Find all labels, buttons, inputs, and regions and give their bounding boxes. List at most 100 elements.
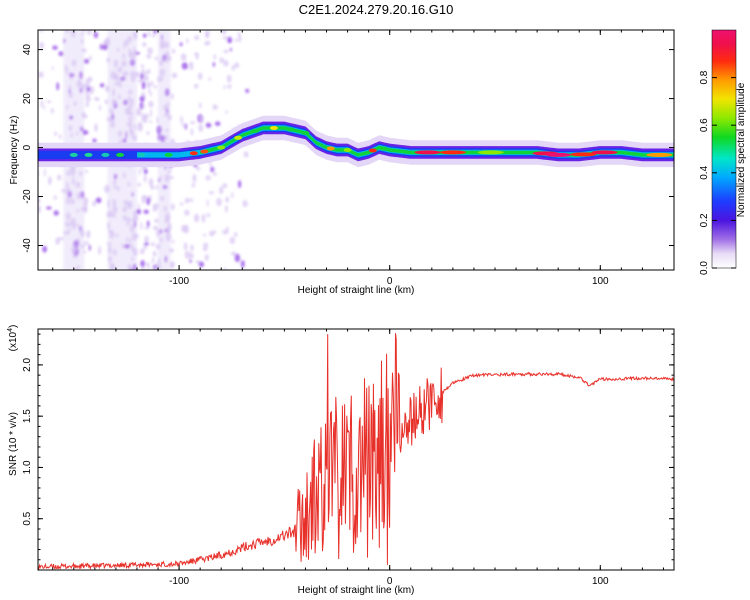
snr-ytick-label: 0.5 [22, 511, 33, 525]
noise-speck [194, 35, 200, 41]
noise-speck [150, 80, 154, 86]
noise-speck [146, 81, 152, 89]
snr-frame [37, 328, 675, 571]
colorbar-tick-label: 0.0 [699, 261, 710, 275]
noise-speck [154, 56, 159, 61]
snr-series-line [38, 333, 674, 570]
noise-speck [143, 242, 150, 246]
noise-speck [51, 66, 54, 71]
noise-speck [193, 213, 200, 223]
snr-plot-area [38, 333, 674, 570]
noise-speck [203, 242, 209, 249]
snr-panel: -100 0 100 0.5 1.0 1.5 2.0 SNR (10 * v/v) (x10… [7, 325, 675, 596]
ridge-peak [591, 150, 618, 155]
noise-speck [148, 88, 151, 93]
noise-speck [145, 70, 150, 75]
ridge-peak [439, 150, 466, 155]
noise-speck [205, 123, 212, 128]
noise-speck [223, 60, 229, 67]
spectrogram-panel: -100 0 100 -40 -20 0 20 40 Frequency (Hz) Heigh… [9, 29, 675, 296]
noise-speck [47, 100, 51, 104]
noise-speck [86, 86, 91, 92]
ridge-peak [343, 148, 352, 152]
noise-speck [208, 76, 211, 82]
noise-speck [38, 205, 42, 214]
ridge-peak [379, 146, 388, 151]
spectrogram-xtick-label: 100 [592, 276, 609, 287]
noise-speck [85, 78, 90, 87]
noise-speck [86, 230, 91, 239]
noise-speck [213, 172, 217, 176]
noise-speck [38, 197, 41, 204]
noise-speck [228, 39, 232, 43]
noise-speck [191, 183, 196, 188]
noise-speck [170, 261, 176, 268]
noise-speck [209, 230, 215, 237]
ridge-peak [84, 152, 93, 157]
ridge-peak [164, 152, 173, 157]
noise-speck [229, 236, 236, 245]
noise-speck [143, 168, 148, 175]
noise-speck [141, 81, 146, 90]
noise-speck [86, 30, 92, 36]
ridge-peak [646, 152, 673, 157]
noise-speck [46, 206, 52, 210]
spectrogram-ytick-label: 20 [22, 93, 33, 105]
noise-speck [137, 204, 141, 208]
spectrogram-axes: -100 0 100 -40 -20 0 20 40 [22, 30, 674, 287]
noise-speck [152, 250, 157, 257]
noise-speck [180, 115, 183, 124]
noise-speck [141, 42, 147, 47]
noise-speck [43, 106, 46, 110]
noise-speck [39, 41, 45, 49]
snr-ylabel: SNR (10 * v/v) [8, 412, 19, 476]
ridge-peak [69, 152, 78, 157]
colorbar-tick-label: 0.8 [699, 70, 710, 84]
noise-speck [40, 100, 44, 108]
noise-speck [188, 62, 194, 66]
noise-speck [237, 180, 242, 189]
figure-title: C2E1.2024.279.20.16.G10 [299, 2, 454, 17]
noise-speck [195, 166, 201, 171]
noise-speck [206, 213, 211, 218]
noise-speck [219, 186, 224, 195]
ridge-peak [286, 127, 295, 132]
spectrogram-ytick-label: -40 [22, 238, 33, 253]
noise-speck [179, 42, 183, 47]
noise-speck [99, 83, 105, 88]
noise-speck [179, 202, 184, 206]
spectrogram-xlabel: Height of straight line (km) [298, 285, 415, 296]
ridge-peak [269, 126, 278, 130]
ridge-peak [250, 128, 259, 133]
noise-speck [240, 260, 245, 268]
noise-speck [56, 82, 60, 91]
noise-speck [146, 220, 150, 228]
colorbar-tick-label: 0.6 [699, 118, 710, 132]
ridge-peak [414, 150, 441, 155]
noise-speck [184, 209, 190, 216]
spectrogram-frame [37, 29, 675, 271]
noise-speck [150, 185, 155, 190]
spectrogram-plot-area [38, 30, 674, 270]
snr-xtick-label: 0 [387, 576, 393, 587]
noise-speck [182, 122, 185, 128]
noise-speck [171, 72, 178, 79]
noise-speck [190, 121, 196, 125]
noise-speck [198, 261, 205, 268]
snr-multiplier-base: (x10 [8, 331, 19, 351]
noise-speck [229, 47, 232, 52]
noise-speck [53, 210, 59, 216]
snr-multiplier-exponent: 4 [7, 328, 14, 332]
noise-speck [136, 208, 142, 215]
noise-speck [149, 119, 152, 124]
noise-speck [184, 251, 191, 259]
noise-speck [212, 62, 216, 67]
noise-speck [214, 121, 221, 126]
noise-speck [55, 237, 61, 245]
noise-speck [143, 113, 149, 119]
noise-speck [171, 203, 175, 211]
noise-speck [222, 183, 228, 189]
noise-speck [95, 197, 102, 204]
noise-speck [216, 197, 222, 207]
